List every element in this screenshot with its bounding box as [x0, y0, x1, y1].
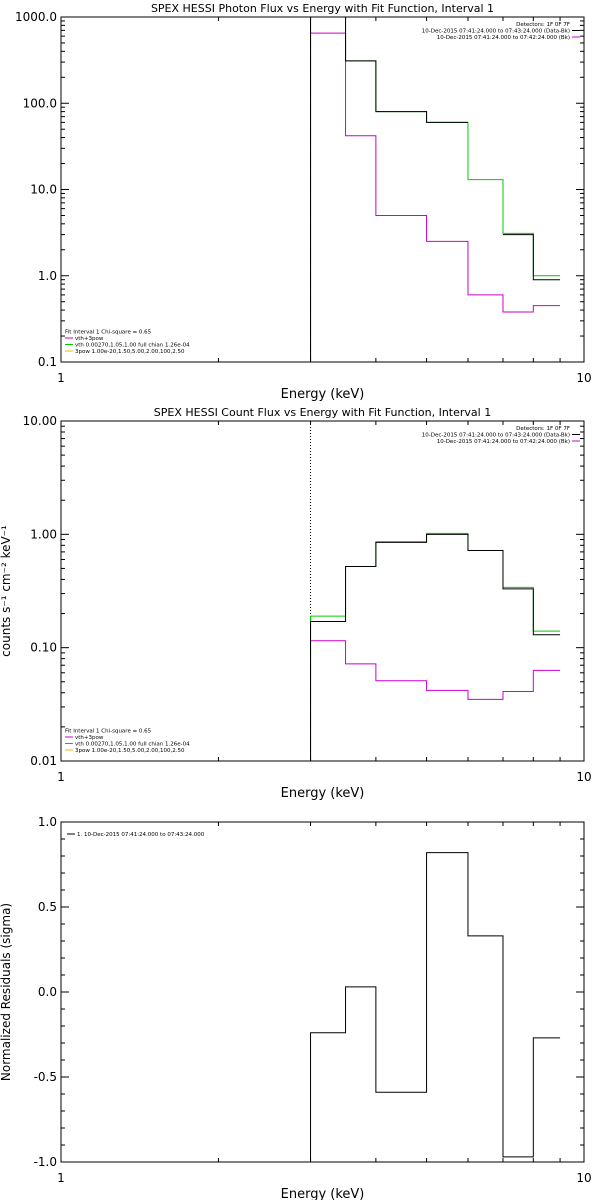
- y-axis-label: counts s⁻¹ cm⁻² keV⁻¹: [0, 525, 13, 657]
- plot-frame: [60, 16, 585, 363]
- legend-entry: 10-Dec-2015 07:41:24.000 to 07:42:24.000…: [437, 35, 570, 41]
- legend-entry: 3pow 1.00e-20,1.50,5.00,2.00,100,2.50: [75, 748, 185, 754]
- x-axis-label: Energy (keV): [281, 786, 365, 801]
- fit-series-line: [310, 16, 561, 362]
- y-tick-label: 0.01: [30, 754, 57, 768]
- x-tick-label: 10: [576, 371, 591, 385]
- y-tick-label: 1000.0: [15, 10, 57, 24]
- x-axis-label: Energy (keV): [281, 1187, 365, 1200]
- residuals-panel: -1.0 -0.5 0.0 0.5 1.0 1 10 Energy (keV) Normaliz…: [0, 815, 592, 1200]
- count-flux-panel: SPEX HESSI Count Flux vs Energy with Fit…: [0, 406, 592, 801]
- photon-flux-panel: SPEX HESSI Photon Flux vs Energy with Fi…: [15, 2, 592, 402]
- x-axis-label: Energy (keV): [281, 387, 365, 402]
- x-tick-label: 1: [57, 371, 65, 385]
- y-tick-label: 10.0: [30, 183, 57, 197]
- y-tick-label: 0.0: [38, 985, 57, 999]
- background-series-line: [310, 32, 561, 362]
- legend-entry: Detectors: 1F 0F 7F: [516, 22, 570, 28]
- legend-entry: 10-Dec-2015 07:41:24.000 to 07:43:24.000…: [422, 433, 570, 439]
- x-tick-label: 1: [57, 770, 65, 784]
- y-tick-label: 1.00: [30, 527, 57, 541]
- legend-entry: 10-Dec-2015 07:41:24.000 to 07:42:24.000…: [437, 439, 570, 445]
- legend-entry: vth+3pow: [75, 735, 104, 741]
- legend-entry: 1. 10-Dec-2015 07:41:24.000 to 07:43:24.…: [77, 832, 205, 838]
- x-tick-label: 1: [57, 1171, 65, 1185]
- legend-entry: vth 0.00270,1.05,1.00 full chian 1.26e-0…: [75, 742, 190, 748]
- legend-entry: vth 0.00270,1.05,1.00 full chian 1.26e-0…: [75, 343, 190, 349]
- plot-frame: [60, 821, 585, 1163]
- data-series-line: [310, 16, 561, 362]
- y-tick-label: 1.0: [38, 269, 57, 283]
- legend-entry: Fit Interval 1 Chi-square = 0.65: [65, 330, 152, 336]
- x-tick-label: 10: [576, 770, 591, 784]
- y-tick-label: 0.5: [38, 900, 57, 914]
- y-tick-label: -0.5: [34, 1070, 57, 1084]
- y-tick-label: 10.00: [23, 414, 57, 428]
- y-tick-label: -1.0: [34, 1155, 57, 1169]
- x-tick-label: 10: [576, 1171, 591, 1185]
- fit-series-line: [310, 532, 561, 761]
- y-tick-label: 0.1: [38, 355, 57, 369]
- legend-entry: 10-Dec-2015 07:41:24.000 to 07:43:24.000…: [422, 29, 570, 35]
- chart-title: SPEX HESSI Photon Flux vs Energy with Fi…: [151, 2, 494, 15]
- legend-entry: vth+3pow: [75, 336, 104, 342]
- y-tick-label: 100.0: [23, 96, 57, 110]
- data-series-line: [310, 852, 561, 1162]
- data-series-line: [310, 533, 561, 761]
- chart-title: SPEX HESSI Count Flux vs Energy with Fit…: [154, 406, 491, 419]
- plot-frame: [60, 420, 585, 762]
- background-series-line: [310, 640, 561, 761]
- y-tick-label: 1.0: [38, 815, 57, 829]
- legend-entry: 3pow 1.00e-20,1.50,5.00,2.00,100,2.50: [75, 349, 185, 355]
- legend-entry: Detectors: 1F 0F 7F: [516, 426, 570, 432]
- y-axis-label: Normalized Residuals (sigma): [0, 903, 13, 1081]
- legend-entry: Fit Interval 1 Chi-square = 0.65: [65, 729, 152, 735]
- y-tick-label: 0.10: [30, 641, 57, 655]
